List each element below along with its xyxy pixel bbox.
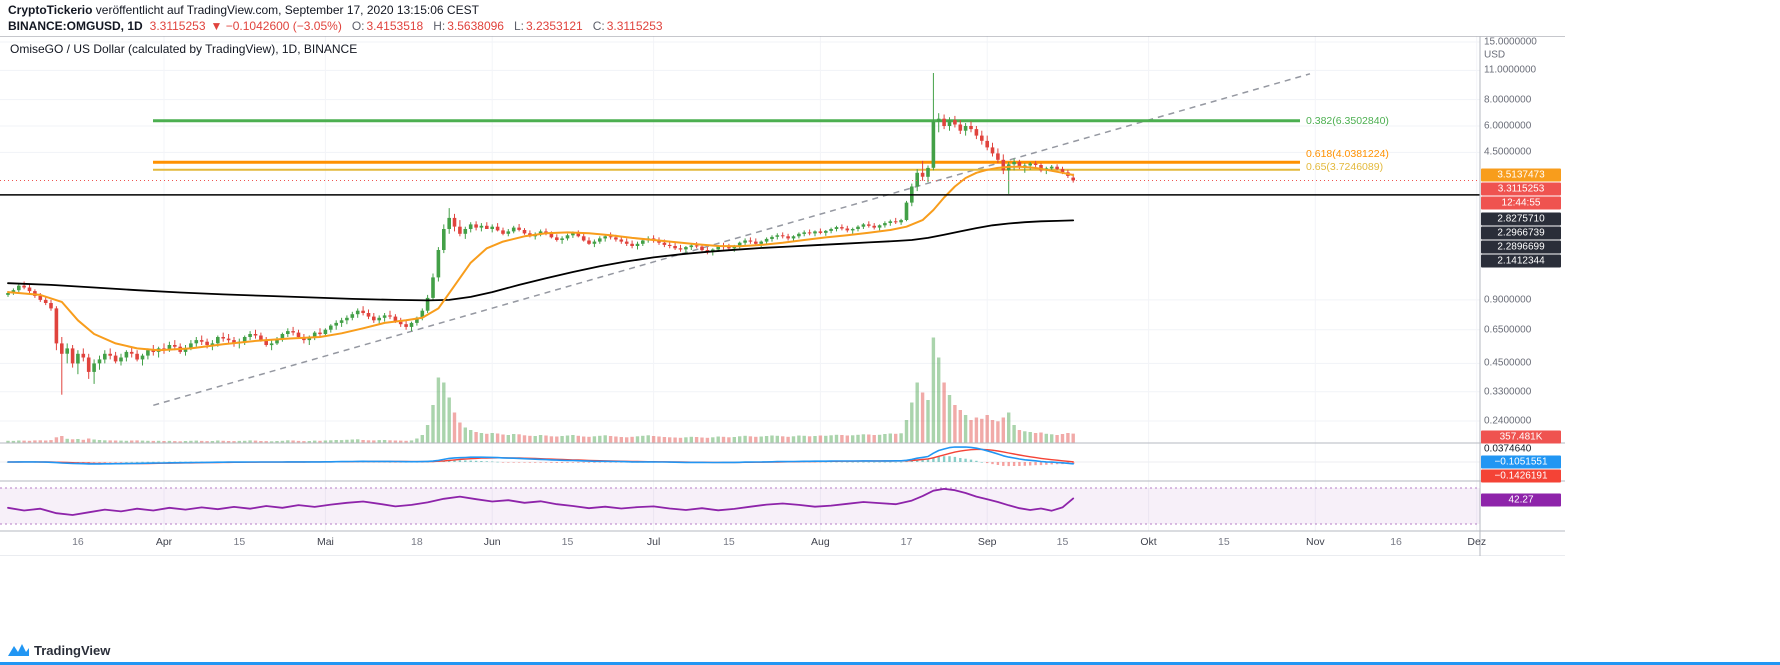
publish-line: CryptoTickerio veröffentlicht auf Tradin… bbox=[8, 3, 479, 17]
tradingview-wordmark[interactable]: TradingView bbox=[34, 642, 111, 658]
chart-area[interactable]: 15.0000000 USD 11.0000000 8.0000000 6.000000… bbox=[0, 0, 1565, 556]
ohlc-value: 3.4153518 bbox=[366, 19, 424, 33]
bottom-accent-bar bbox=[0, 662, 1780, 665]
tradingview-logo-icon[interactable] bbox=[8, 643, 29, 657]
ohlc-value: 3.5638096 bbox=[447, 19, 504, 33]
ohlc-value: 3.3115253 bbox=[606, 19, 663, 33]
ohlc-value: 3.2353121 bbox=[525, 19, 583, 33]
chart-title: OmiseGO / US Dollar (calculated by Tradi… bbox=[10, 42, 358, 56]
ohlc-label: L: bbox=[513, 19, 524, 33]
header: CryptoTickerio veröffentlicht auf Tradin… bbox=[0, 0, 1780, 36]
symbol-label[interactable]: BINANCE:OMGUSD, 1D bbox=[8, 19, 143, 33]
footer: TradingView bbox=[8, 640, 110, 660]
author-name[interactable]: CryptoTickerio bbox=[8, 3, 93, 17]
symbol-ohlc-line: BINANCE:OMGUSD, 1D 3.3115253 ▼ −0.1042600 … bbox=[8, 19, 668, 33]
price-change: ▼ −0.1042600 (−3.05%) bbox=[210, 19, 342, 33]
publish-info: veröffentlicht auf TradingView.com, Sept… bbox=[92, 3, 479, 17]
ohlc-values: O: 3.4153518 H: 3.5638096 L: 3.2353121 C: 3.311… bbox=[347, 19, 668, 33]
ohlc-label: H: bbox=[433, 19, 446, 33]
last-price: 3.3115253 bbox=[149, 19, 206, 33]
ohlc-label: O: bbox=[351, 19, 365, 33]
ohlc-label: C: bbox=[592, 19, 605, 33]
chart-canvas[interactable] bbox=[0, 0, 1565, 556]
